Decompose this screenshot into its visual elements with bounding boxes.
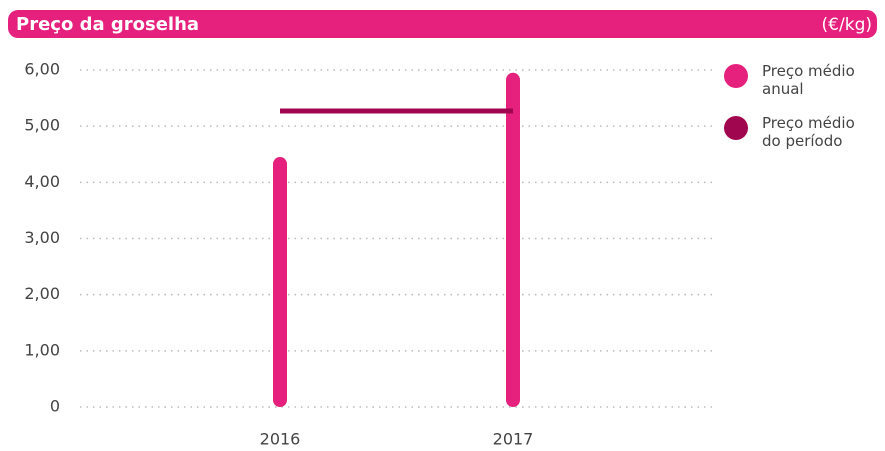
legend-swatch: [724, 116, 748, 140]
y-tick-label: 1,00: [24, 340, 60, 359]
legend-item: Preço médio do período: [724, 114, 874, 150]
y-tick-label: 0: [50, 397, 60, 416]
bar: [506, 72, 520, 407]
y-tick-label: 3,00: [24, 228, 60, 247]
legend-label: Preço médio do período: [762, 114, 855, 150]
chart-title: Preço da groselha: [16, 14, 199, 35]
legend-label: Preço médio anual: [762, 62, 855, 98]
bar: [273, 157, 287, 407]
x-tick-label: 2016: [260, 430, 301, 449]
y-tick-label: 5,00: [24, 116, 60, 135]
legend-item: Preço médio anual: [724, 62, 874, 98]
header-bar: [8, 10, 877, 38]
y-tick-label: 2,00: [24, 284, 60, 303]
y-tick-label: 4,00: [24, 172, 60, 191]
x-tick-label: 2017: [493, 430, 534, 449]
legend-swatch: [724, 64, 748, 88]
y-tick-label: 6,00: [24, 60, 60, 79]
unit-label: (€/kg): [822, 15, 872, 35]
